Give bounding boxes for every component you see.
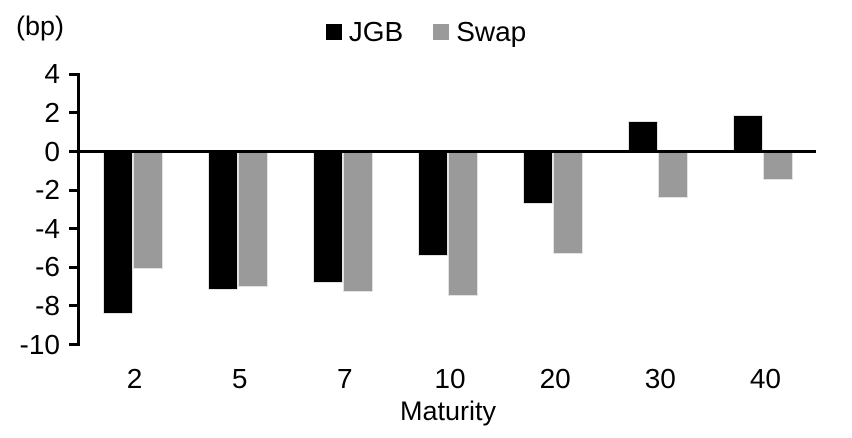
y-axis-tick-label: -4 [35, 212, 60, 244]
legend-item-jgb: JGB [325, 16, 404, 48]
bar-swap-2 [132, 151, 163, 270]
bar-jgb-10 [418, 151, 448, 256]
y-axis-tick-label: 4 [44, 58, 60, 90]
x-axis-tick-label: 5 [231, 363, 248, 394]
legend-item-swap: Swap [433, 16, 526, 48]
y-axis-tick [69, 111, 80, 115]
y-axis-tick-label: -2 [35, 174, 60, 206]
y-axis-tick [69, 304, 80, 308]
x-axis-tick-label: 10 [434, 363, 466, 394]
y-axis-line [77, 72, 80, 346]
legend-label: Swap [456, 16, 527, 47]
y-axis-tick [69, 72, 80, 76]
bar-swap-30 [658, 151, 689, 198]
y-axis-tick [69, 227, 80, 231]
y-axis-tick-label: 2 [44, 96, 60, 128]
legend-swatch-swap [433, 24, 450, 40]
bar-swap-40 [763, 151, 794, 181]
x-axis-tick-label: 20 [539, 363, 571, 394]
y-axis-tick [69, 150, 80, 153]
y-axis-tick [69, 343, 80, 346]
x-axis-tick-label: 40 [749, 363, 781, 394]
y-axis-unit-label: (bp) [16, 11, 65, 41]
legend-label: JGB [348, 16, 404, 47]
bar-jgb-7 [312, 151, 343, 283]
bar-swap-20 [553, 151, 584, 254]
y-axis-tick-label: -6 [35, 251, 60, 283]
y-axis-tick-label: -8 [35, 289, 60, 321]
bar-swap-7 [342, 151, 373, 293]
bar-swap-5 [237, 151, 268, 287]
x-axis-title: Maturity [399, 396, 497, 426]
legend-swatch-jgb [325, 24, 342, 40]
legend: JGB Swap [0, 16, 852, 48]
bar-jgb-2 [102, 151, 133, 314]
x-axis-tick-label: 2 [126, 363, 143, 394]
y-axis-tick-label: -10 [19, 328, 60, 360]
bar-swap-10 [448, 151, 478, 297]
x-axis-tick-label: 7 [337, 363, 353, 394]
bar-jgb-40 [733, 114, 764, 152]
x-axis-tick-label: 30 [644, 363, 676, 394]
bar-jgb-20 [523, 151, 554, 204]
x-axis-zero-line [77, 150, 816, 153]
y-axis-tick [69, 265, 80, 269]
y-axis-tick [69, 188, 80, 192]
bar-jgb-5 [207, 151, 238, 291]
bar-jgb-30 [628, 120, 659, 152]
y-axis-tick-label: 0 [44, 135, 60, 167]
